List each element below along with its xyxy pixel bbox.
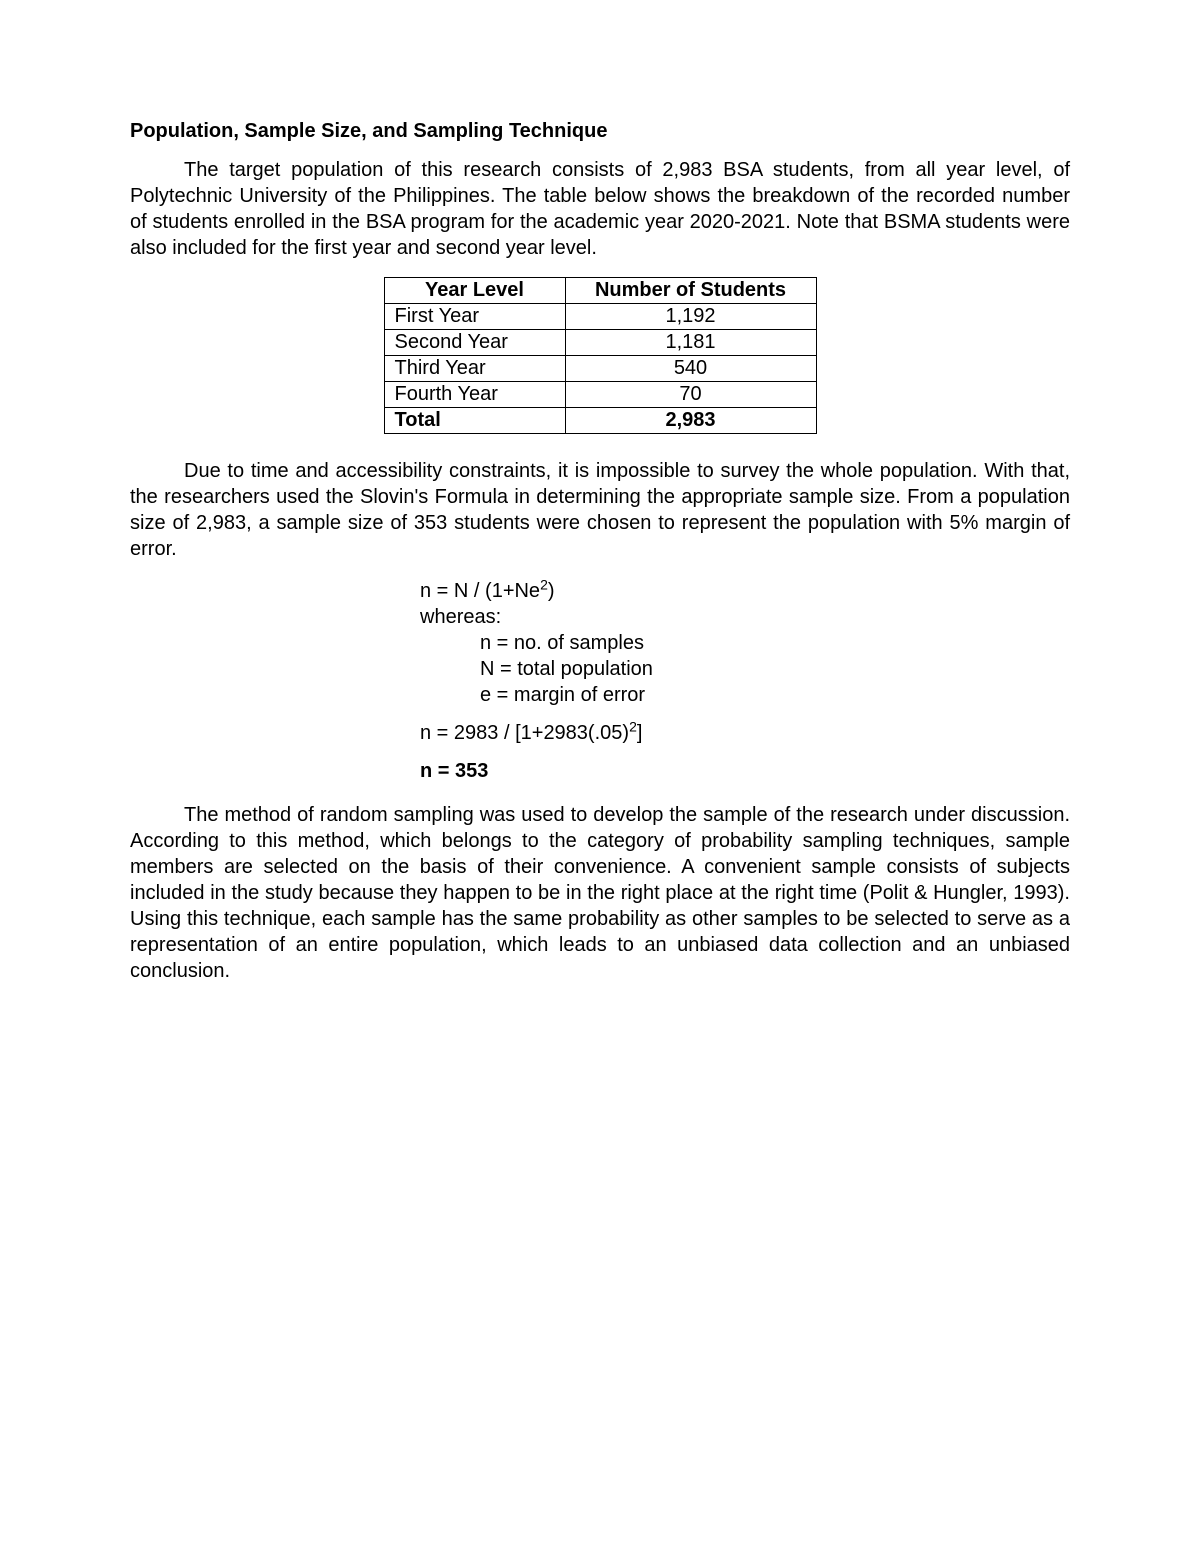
formula-main: n = N / (1+Ne2) [420,578,1070,604]
formula-sup: 2 [629,718,637,734]
cell-year: Second Year [384,330,565,356]
formula-calc: n = 2983 / [1+2983(.05)2] [420,720,1070,746]
cell-year: First Year [384,304,565,330]
cell-count: 1,192 [565,304,816,330]
formula-def-n: n = no. of samples [420,630,1070,656]
table-row: Fourth Year 70 [384,382,816,408]
table-row: Third Year 540 [384,356,816,382]
cell-count: 540 [565,356,816,382]
cell-year: Third Year [384,356,565,382]
table-total-row: Total 2,983 [384,408,816,434]
formula-sup: 2 [540,576,548,592]
paragraph-3: The method of random sampling was used t… [130,802,1070,984]
document-page: Population, Sample Size, and Sampling Te… [0,0,1200,1553]
col-header-count: Number of Students [565,278,816,304]
cell-year: Fourth Year [384,382,565,408]
cell-total-label: Total [384,408,565,434]
formula-text: n = 2983 / [1+2983(.05) [420,722,629,744]
formula-whereas: whereas: [420,604,1070,630]
paragraph-1-text: The target population of this research c… [130,159,1070,259]
formula-text: ] [637,722,643,744]
students-table: Year Level Number of Students First Year… [384,277,817,434]
paragraph-3-text: The method of random sampling was used t… [130,804,1070,982]
formula-result: n = 353 [420,758,1070,784]
cell-total-value: 2,983 [565,408,816,434]
formula-text: ) [548,580,555,602]
cell-count: 70 [565,382,816,408]
formula-def-big-n: N = total population [420,656,1070,682]
cell-count: 1,181 [565,330,816,356]
col-header-year: Year Level [384,278,565,304]
paragraph-2-text: Due to time and accessibility constraint… [130,460,1070,560]
table-header-row: Year Level Number of Students [384,278,816,304]
table-row: Second Year 1,181 [384,330,816,356]
paragraph-2: Due to time and accessibility constraint… [130,458,1070,562]
paragraph-1: The target population of this research c… [130,157,1070,261]
formula-text: n = N / (1+Ne [420,580,540,602]
formula-block: n = N / (1+Ne2) whereas: n = no. of samp… [420,578,1070,784]
table-row: First Year 1,192 [384,304,816,330]
formula-def-e: e = margin of error [420,682,1070,708]
section-heading: Population, Sample Size, and Sampling Te… [130,120,1070,143]
